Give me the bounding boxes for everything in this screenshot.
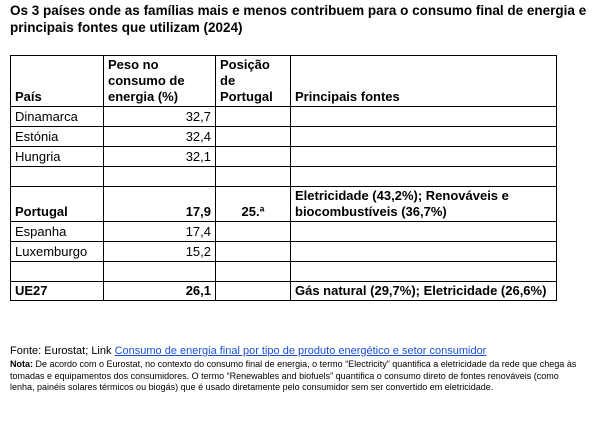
- row: Luxemburgo 15,2: [10, 241, 557, 262]
- column-header: Peso no consumo de energia (%): [103, 55, 216, 107]
- cell: [215, 166, 291, 187]
- cell: 32,1: [103, 146, 216, 167]
- row: Portugal 17,9 25.ª Eletricidade (43,2%);…: [10, 186, 557, 222]
- cell: [215, 241, 291, 262]
- source-line: Fonte: Eurostat; Link Consumo de energia…: [10, 344, 585, 358]
- cell: 26,1: [103, 281, 216, 301]
- cell: UE27: [10, 281, 104, 301]
- cell: 32,4: [103, 126, 216, 147]
- cell: [215, 281, 291, 301]
- cell: Eletricidade (43,2%); Renováveis e bioco…: [290, 186, 557, 222]
- cell: [215, 221, 291, 242]
- cell: 25.ª: [215, 186, 291, 222]
- note-label: Nota:: [10, 359, 33, 369]
- note: Nota: De acordo com o Eurostat, no conte…: [10, 359, 585, 394]
- title: Os 3 países onde as famílias mais e meno…: [10, 3, 587, 35]
- cell: [215, 126, 291, 147]
- cell: Portugal: [10, 186, 104, 222]
- cell: [290, 166, 557, 187]
- table: País Peso no consumo de energia (%) Posi…: [10, 55, 557, 301]
- cell: 17,9: [103, 186, 216, 222]
- cell: [10, 261, 104, 282]
- cell: [103, 261, 216, 282]
- column-header: Posição de Portugal: [215, 55, 291, 107]
- cell: [215, 146, 291, 167]
- cell: [103, 166, 216, 187]
- cell: [290, 221, 557, 242]
- cell: [290, 106, 557, 127]
- cell: Gás natural (29,7%); Eletricidade (26,6%…: [290, 281, 557, 301]
- cell: 15,2: [103, 241, 216, 262]
- row: UE27 26,1 Gás natural (29,7%); Eletricid…: [10, 281, 557, 301]
- footer: Fonte: Eurostat; Link Consumo de energia…: [10, 344, 585, 394]
- cell: [290, 126, 557, 147]
- cell: [215, 106, 291, 127]
- column-header: País: [10, 55, 104, 107]
- cell: 32,7: [103, 106, 216, 127]
- cell: [290, 261, 557, 282]
- spacer-row: [10, 261, 557, 282]
- row: Hungria 32,1: [10, 146, 557, 167]
- column-header: Principais fontes: [290, 55, 557, 107]
- cell: Hungria: [10, 146, 104, 167]
- row: Espanha 17,4: [10, 221, 557, 242]
- cell: Estónia: [10, 126, 104, 147]
- header-row: País Peso no consumo de energia (%) Posi…: [10, 55, 557, 107]
- cell: [290, 241, 557, 262]
- cell: [10, 166, 104, 187]
- row: Dinamarca 32,7: [10, 106, 557, 127]
- cell: Luxemburgo: [10, 241, 104, 262]
- spacer-row: [10, 166, 557, 187]
- row: Estónia 32,4: [10, 126, 557, 147]
- cell: [215, 261, 291, 282]
- cell: Espanha: [10, 221, 104, 242]
- cell: Dinamarca: [10, 106, 104, 127]
- cell: [290, 146, 557, 167]
- source-link[interactable]: Consumo de energia final por tipo de pro…: [114, 345, 487, 357]
- cell: 17,4: [103, 221, 216, 242]
- note-text: De acordo com o Eurostat, no contexto do…: [10, 359, 577, 392]
- source: Fonte: Eurostat; Link: [10, 345, 112, 357]
